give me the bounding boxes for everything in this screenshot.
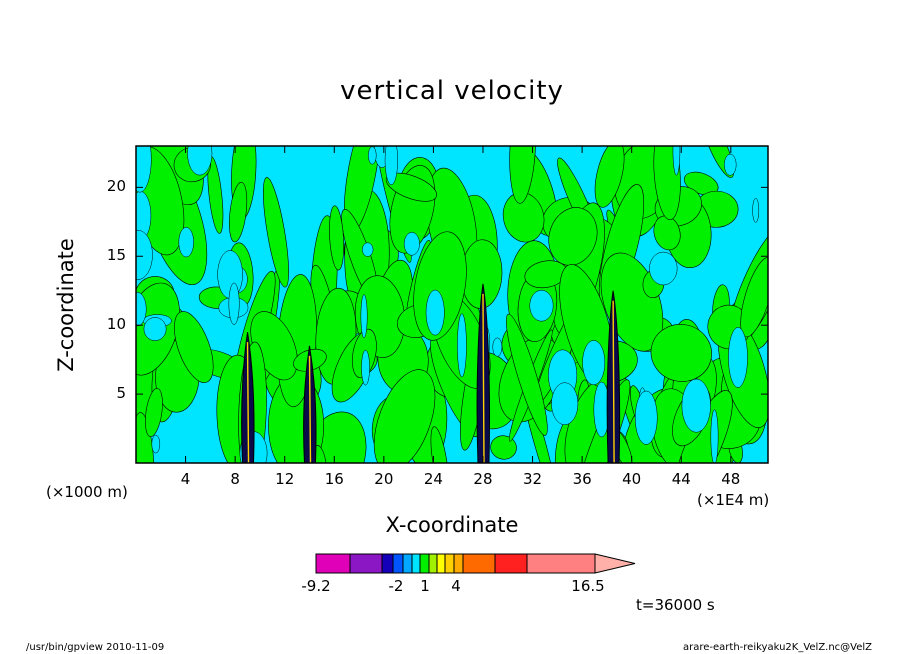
negative-region	[681, 378, 711, 433]
positive-region	[548, 207, 598, 266]
negative-region	[724, 153, 737, 176]
positive-region	[229, 182, 248, 243]
colorbar-swatch	[402, 553, 413, 574]
chart-title: vertical velocity	[340, 76, 564, 106]
colorbar-swatch	[419, 553, 430, 574]
negative-region	[551, 382, 579, 426]
positive-region	[594, 146, 625, 208]
negative-region	[361, 349, 370, 386]
convective-cores	[241, 283, 621, 463]
colorbar-swatch	[381, 553, 394, 574]
negative-region	[143, 317, 167, 341]
colorbar-swatch	[392, 553, 404, 574]
colorbar-swatch	[462, 553, 496, 574]
positive-region	[145, 388, 163, 437]
colorbar-arrow	[594, 553, 636, 574]
core-center-line	[246, 342, 250, 463]
negative-region	[403, 232, 420, 256]
negative-region	[151, 434, 161, 454]
positive-region	[653, 215, 681, 251]
x-tick-label: 20	[374, 470, 394, 488]
positive-region	[174, 311, 214, 383]
footer-right: arare-earth-reikyaku2K_VelZ.nc@VelZ	[683, 642, 873, 653]
x-tick-label: 32	[523, 470, 543, 488]
plot-frame	[135, 145, 769, 464]
negative-region	[425, 289, 445, 336]
x-tick-label: 48	[721, 470, 741, 488]
x-tick-label: 36	[572, 470, 592, 488]
negative-region	[457, 313, 467, 378]
negative-region	[368, 146, 377, 165]
positive-region	[263, 177, 289, 288]
y-tick-label: 10	[106, 315, 126, 334]
negative-region	[672, 146, 681, 176]
x-tick-label: 44	[671, 470, 691, 488]
positive-region	[740, 257, 768, 338]
axis-ticks	[136, 146, 768, 463]
colorbar-tick-label: -2	[388, 577, 404, 595]
positive-region	[430, 426, 449, 463]
positive-region	[650, 324, 712, 382]
colorbar-tick-label: 4	[451, 577, 461, 595]
x-tick-label: 40	[622, 470, 642, 488]
x-tick-label: 28	[473, 470, 493, 488]
colorbar-swatch	[428, 553, 438, 574]
negative-region	[492, 337, 503, 357]
colorbar-swatch	[494, 553, 528, 574]
colorbar-tick-label: 1	[420, 577, 430, 595]
negative-region	[362, 242, 374, 257]
negative-region	[136, 146, 152, 193]
colorbar-swatch	[453, 553, 464, 574]
colorbar-swatch	[349, 553, 383, 574]
positive-region	[490, 435, 517, 460]
x-tick-label: 16	[324, 470, 344, 488]
negative-region	[710, 409, 719, 463]
negative-region	[529, 289, 554, 322]
footer-left: /usr/bin/gpview 2010-11-09	[26, 642, 165, 653]
y-tick-label: 15	[106, 246, 126, 265]
negative-region	[136, 292, 147, 327]
negative-region	[649, 251, 678, 286]
positive-region	[385, 172, 437, 202]
colorbar-tick-label: -9.2	[301, 577, 331, 595]
core-center-line	[308, 355, 312, 463]
positive-region	[509, 146, 537, 204]
x-tick-label: 12	[275, 470, 295, 488]
y-tick-label: 20	[106, 177, 126, 196]
negative-region	[228, 282, 240, 325]
negative-region	[582, 340, 606, 386]
negative-region	[634, 390, 658, 445]
colorbar-swatch	[315, 553, 351, 574]
x-axis-label: X-coordinate	[385, 513, 519, 537]
negative-region	[178, 227, 194, 258]
negative-region	[728, 327, 748, 388]
positive-region	[136, 412, 155, 463]
negative-region	[187, 146, 213, 176]
core-center-line	[482, 293, 485, 463]
x-unit-left: (×1000 m)	[46, 483, 128, 501]
velocity-field	[136, 146, 768, 463]
colorbar-swatch	[526, 553, 596, 574]
core-center-line	[612, 300, 615, 463]
negative-region	[136, 229, 153, 280]
colorbar	[315, 553, 636, 574]
colorbar-tick-label: 16.5	[571, 577, 605, 595]
time-label: t=36000 s	[636, 596, 715, 614]
x-tick-label: 24	[423, 470, 443, 488]
negative-region	[360, 294, 368, 339]
positive-region	[373, 369, 436, 463]
y-axis-label: Z-coordinate	[54, 238, 78, 372]
x-unit-right: (×1E4 m)	[697, 491, 770, 509]
negative-region	[752, 198, 760, 223]
negative-region	[384, 146, 398, 186]
positive-region	[505, 313, 548, 436]
x-tick-label: 8	[230, 470, 240, 488]
colorbar-swatch	[436, 553, 446, 574]
positive-region	[329, 205, 345, 271]
x-tick-label: 4	[180, 470, 191, 488]
colorbar-swatch	[411, 553, 421, 574]
y-tick-label: 5	[116, 384, 126, 403]
colorbar-swatch	[444, 553, 455, 574]
